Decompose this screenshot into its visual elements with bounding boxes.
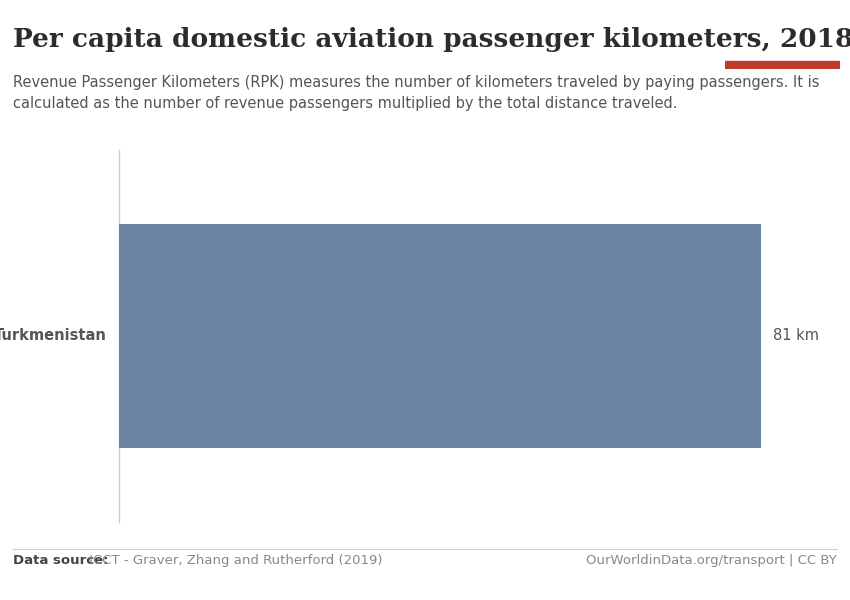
Text: Revenue Passenger Kilometers (RPK) measures the number of kilometers traveled by: Revenue Passenger Kilometers (RPK) measu… [13, 75, 819, 111]
Text: in Data: in Data [756, 42, 809, 55]
Text: OurWorldinData.org/transport | CC BY: OurWorldinData.org/transport | CC BY [586, 554, 837, 567]
Text: Turkmenistan: Turkmenistan [0, 329, 107, 343]
Bar [725, 61, 840, 69]
Text: Data source:: Data source: [13, 554, 108, 567]
Text: ICCT - Graver, Zhang and Rutherford (2019): ICCT - Graver, Zhang and Rutherford (201… [85, 554, 382, 567]
Text: 81 km: 81 km [773, 329, 819, 343]
Text: Per capita domestic aviation passenger kilometers, 2018: Per capita domestic aviation passenger k… [13, 27, 850, 52]
Bar [119, 224, 761, 448]
Text: Our World: Our World [745, 23, 820, 36]
